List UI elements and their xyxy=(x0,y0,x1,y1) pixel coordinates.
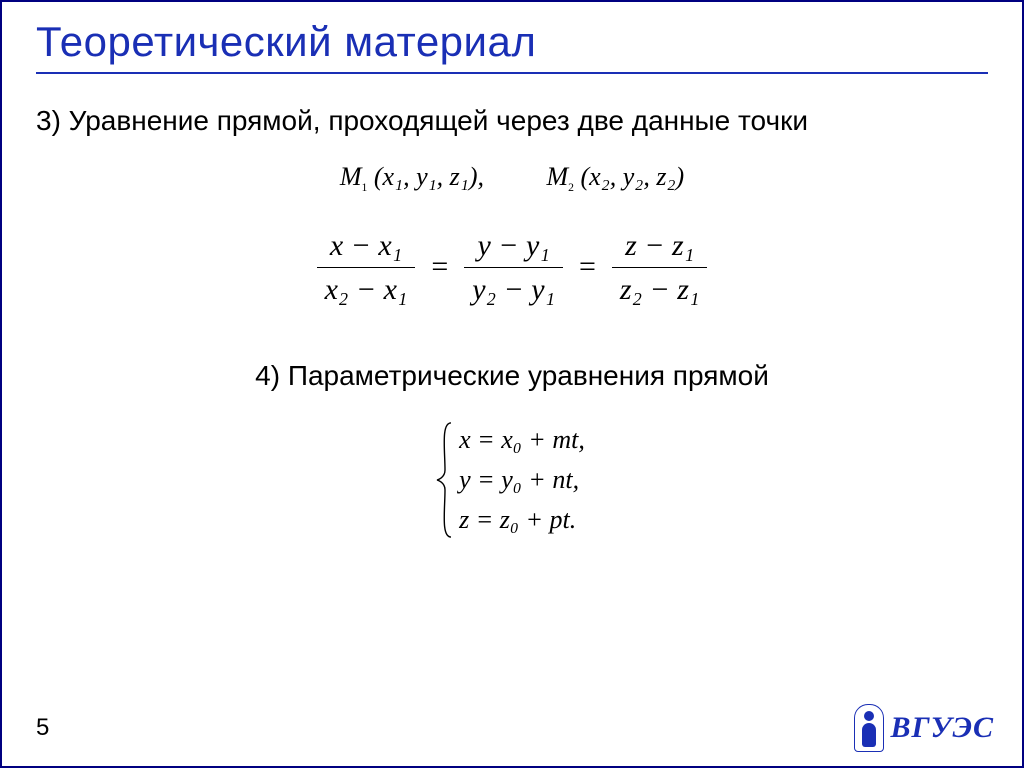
frac2-den: y₂ − y₁ xyxy=(464,268,563,311)
section-4-heading: 4) Параметрические уравнения прямой xyxy=(36,357,988,395)
frac3-num: z − z₁ xyxy=(617,224,702,267)
section-3-heading: 3) Уравнение прямой, проходящей через дв… xyxy=(36,102,988,140)
frac3-den: z₂ − z₁ xyxy=(612,268,707,311)
param-line-3: z = z₀ + pt. xyxy=(459,505,585,535)
logo-text: ВГУЭС xyxy=(890,711,994,745)
frac1-den: x₂ − x₁ xyxy=(317,268,416,311)
param-line-1: x = x₀ + mt, xyxy=(459,425,585,455)
equals-1: = xyxy=(429,250,450,284)
point-a-label: M xyxy=(340,162,362,191)
point-b-index: 2 xyxy=(568,181,574,194)
point-b-vars: (x₂, y₂, z₂) xyxy=(581,162,685,191)
slide-title: Теоретический материал xyxy=(36,18,988,74)
point-a-vars: (x₁, y₁, z₁), xyxy=(374,162,484,191)
frac2-num: y − y₁ xyxy=(469,224,557,267)
org-logo: ВГУЭС xyxy=(854,704,994,752)
logo-figure-icon xyxy=(854,704,884,752)
point-b-label: M xyxy=(547,162,569,191)
param-line-2: y = y₀ + nt, xyxy=(459,465,585,495)
left-brace-icon xyxy=(435,421,455,539)
point-a-index: 1 xyxy=(362,181,368,194)
parametric-system: x = x₀ + mt, y = y₀ + nt, z = z₀ + pt. xyxy=(435,421,589,539)
equals-2: = xyxy=(577,250,598,284)
frac1-num: x − x₁ xyxy=(322,224,410,267)
two-point-equation: x − x₁ x₂ − x₁ = y − y₁ y₂ − y₁ = z − z₁… xyxy=(36,224,988,311)
page-number: 5 xyxy=(36,714,49,742)
points-definition: M1 (x₁, y₁, z₁), M2 (x₂, y₂, z₂) xyxy=(36,162,988,194)
